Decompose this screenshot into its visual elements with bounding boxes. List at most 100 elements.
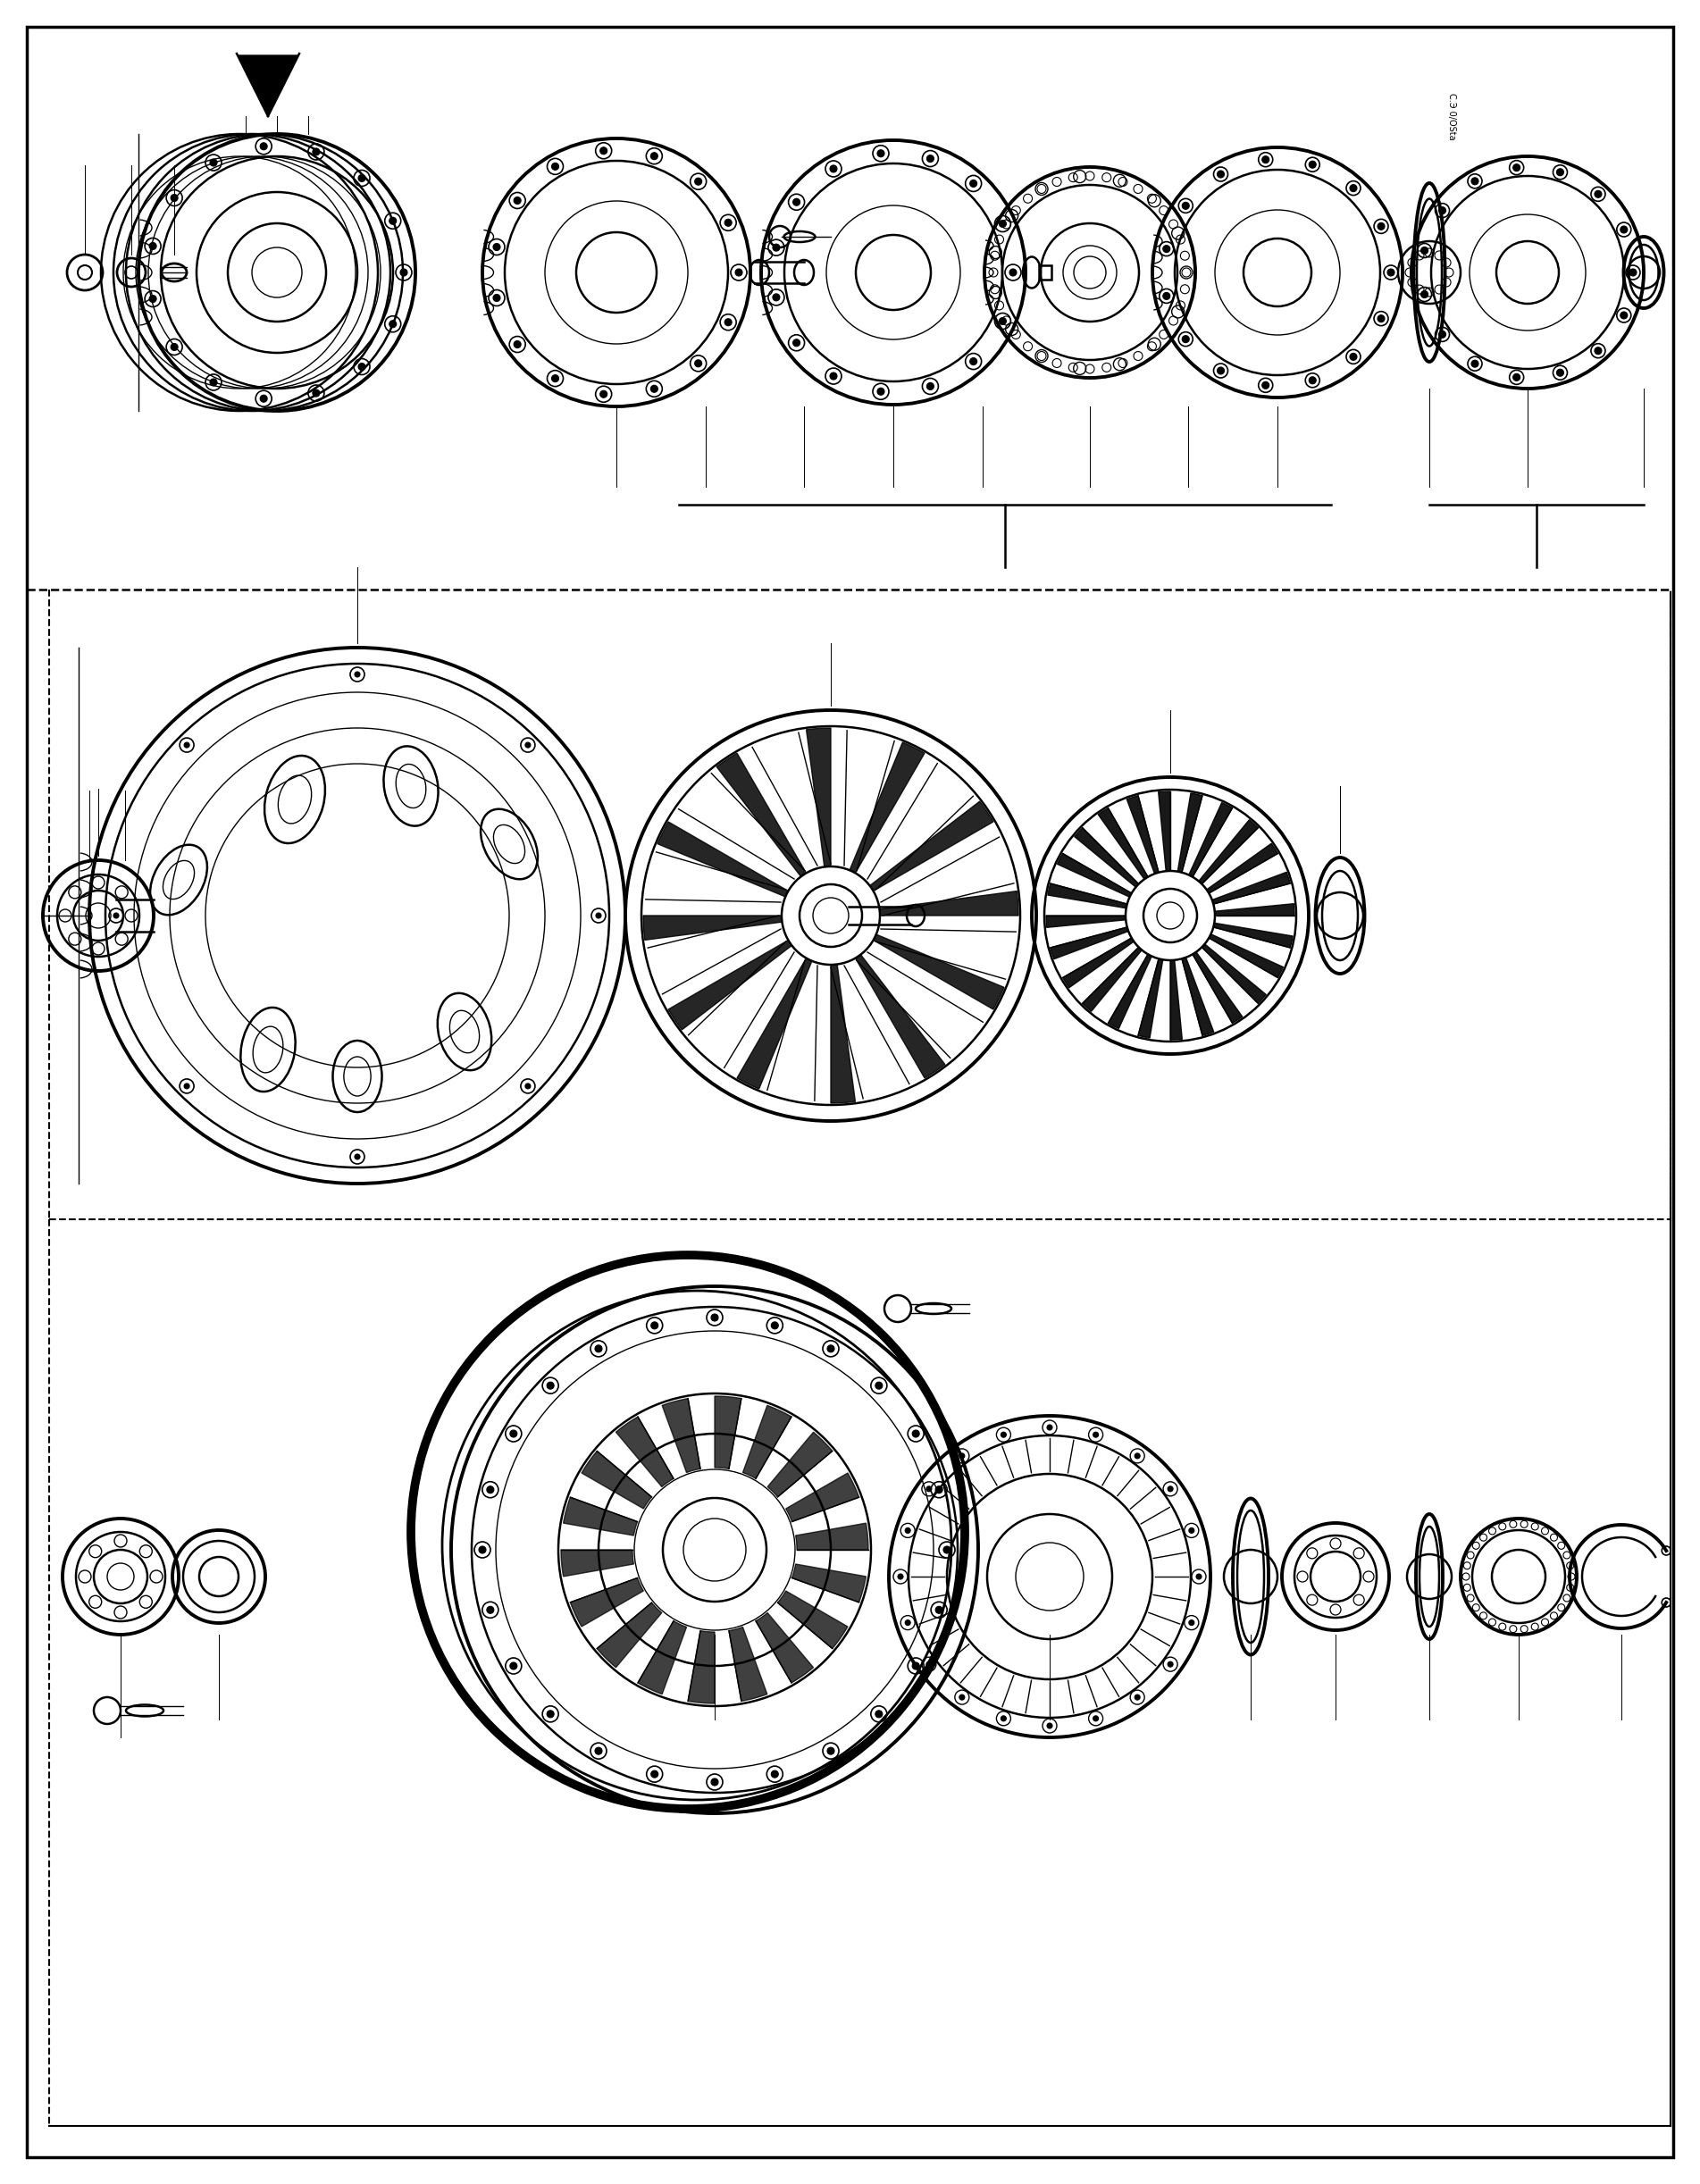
Circle shape [1001,1717,1006,1721]
Polygon shape [1216,904,1294,915]
Circle shape [1309,162,1316,168]
Circle shape [547,1382,554,1389]
Circle shape [313,389,320,397]
Polygon shape [570,1577,644,1627]
Circle shape [828,1747,835,1754]
Circle shape [1134,1695,1141,1699]
Circle shape [926,155,933,162]
Circle shape [651,1321,658,1330]
Polygon shape [615,1417,673,1487]
Circle shape [1309,378,1316,384]
Circle shape [913,1431,920,1437]
Circle shape [971,358,977,365]
Circle shape [695,177,702,186]
Polygon shape [638,1621,687,1695]
Circle shape [525,743,530,747]
Polygon shape [238,55,297,116]
Polygon shape [738,959,813,1090]
Circle shape [1350,186,1357,192]
Circle shape [1001,1433,1006,1437]
Circle shape [513,197,520,203]
Circle shape [971,179,977,188]
Circle shape [926,382,933,391]
Circle shape [1595,347,1601,354]
Circle shape [150,295,156,301]
Circle shape [1438,330,1447,339]
Circle shape [355,1153,360,1160]
Polygon shape [1098,808,1148,880]
Circle shape [1217,170,1224,177]
Circle shape [913,1662,920,1669]
Circle shape [1421,290,1428,297]
Circle shape [1261,155,1270,164]
Circle shape [1134,1452,1141,1459]
Circle shape [1421,247,1428,253]
Circle shape [830,373,836,380]
Circle shape [260,142,267,151]
Circle shape [1000,221,1006,227]
Polygon shape [756,1612,813,1684]
Polygon shape [1051,928,1129,959]
Circle shape [547,1710,554,1717]
Circle shape [551,164,559,170]
Polygon shape [855,954,945,1079]
Polygon shape [874,935,1005,1009]
Circle shape [1010,269,1017,275]
Polygon shape [777,1590,848,1649]
Polygon shape [1209,935,1283,978]
Polygon shape [563,1498,638,1535]
Polygon shape [1158,791,1170,871]
Circle shape [184,1083,189,1090]
Circle shape [772,1771,779,1778]
Circle shape [150,242,156,249]
Circle shape [510,1662,517,1669]
Circle shape [493,242,500,251]
Circle shape [1557,168,1564,175]
Circle shape [1377,314,1385,323]
Circle shape [1000,317,1006,325]
Circle shape [1047,1723,1052,1728]
Circle shape [711,1778,717,1787]
Polygon shape [879,891,1018,915]
Circle shape [513,341,520,347]
Circle shape [1188,1621,1193,1625]
Circle shape [1093,1433,1098,1437]
Polygon shape [1062,937,1134,987]
Circle shape [1387,269,1394,275]
Circle shape [389,321,396,328]
Polygon shape [729,1627,767,1701]
Circle shape [1163,245,1170,253]
Circle shape [724,319,731,325]
Polygon shape [561,1551,634,1577]
Circle shape [1261,382,1270,389]
Polygon shape [1170,961,1181,1040]
Circle shape [389,216,396,225]
Circle shape [695,360,702,367]
Circle shape [877,389,884,395]
Circle shape [359,363,365,371]
Circle shape [926,1662,932,1666]
Circle shape [313,149,320,155]
Circle shape [1217,367,1224,373]
Polygon shape [597,1603,661,1669]
Polygon shape [1202,943,1266,1002]
Polygon shape [1178,793,1202,871]
Circle shape [209,159,218,166]
Circle shape [774,245,780,251]
Polygon shape [831,965,855,1103]
Circle shape [959,1452,964,1459]
Polygon shape [1193,952,1243,1022]
Circle shape [1181,203,1190,210]
Polygon shape [1212,871,1290,904]
Circle shape [399,269,408,275]
Polygon shape [1046,915,1125,928]
Text: С.Э 0/OSta: С.Э 0/OSta [1447,92,1457,140]
Circle shape [828,1345,835,1352]
Polygon shape [661,1398,700,1472]
Circle shape [170,343,178,352]
Polygon shape [1188,802,1232,878]
Circle shape [1470,177,1479,186]
Circle shape [651,153,658,159]
Circle shape [1377,223,1385,229]
Circle shape [724,218,731,227]
